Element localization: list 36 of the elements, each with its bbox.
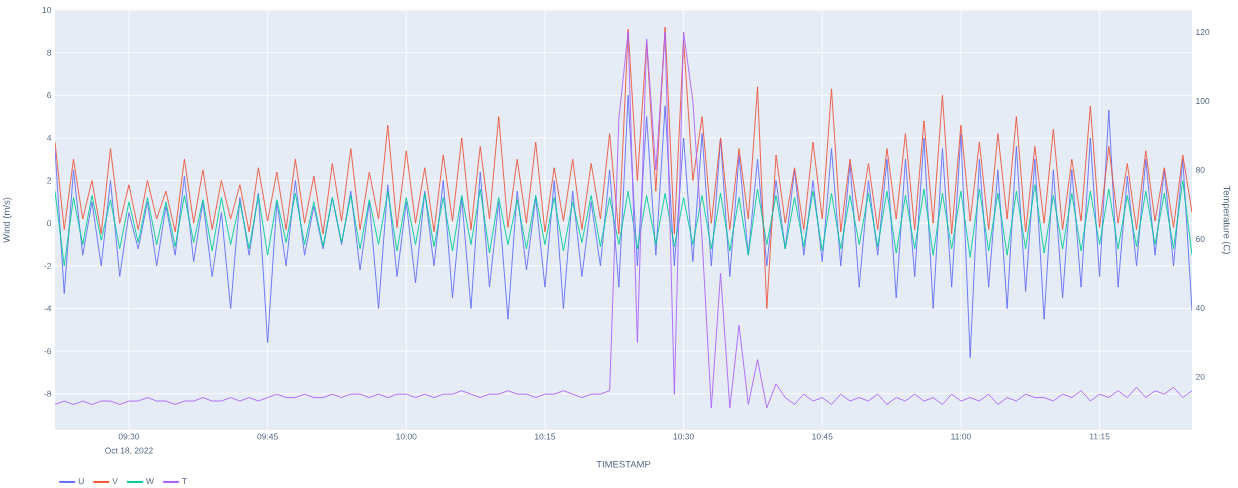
y2-tick-label: 100 xyxy=(1196,98,1210,105)
y-tick-label: 8 xyxy=(47,49,52,56)
y2-tick-label: 20 xyxy=(1195,373,1205,380)
x-tick-label: 10:15 xyxy=(534,433,556,440)
line-series xyxy=(55,31,1193,409)
line-series xyxy=(55,26,1193,309)
y2-tick-label: 80 xyxy=(1195,167,1205,173)
y-tick-label: 4 xyxy=(46,135,52,141)
x-tick-label: 11:00 xyxy=(951,433,971,440)
y-tick-label: -4 xyxy=(44,305,52,312)
y2-tick-label: 60 xyxy=(1195,235,1205,242)
x-tick-label: 10:00 xyxy=(396,433,417,440)
x-tick-label: 10:45 xyxy=(812,433,833,440)
legend-label: V xyxy=(112,478,118,485)
y2-axis-title: Temperature (C) xyxy=(1221,185,1231,254)
x-tick-label: 09:30 xyxy=(118,433,140,440)
line-series xyxy=(55,180,1193,267)
legend-label: T xyxy=(182,478,187,485)
y-axis-title: Wind (m/s) xyxy=(2,197,12,243)
x-tick-label: 10:30 xyxy=(673,433,694,440)
y-tick-label: -8 xyxy=(44,390,52,397)
y-tick-label: 6 xyxy=(47,92,52,99)
y2-tick-label: 120 xyxy=(1196,29,1210,36)
x-tick-label: 11:15 xyxy=(1089,433,1110,440)
x-tick-label: 09:45 xyxy=(257,433,278,440)
y-tick-label: 10 xyxy=(42,7,52,13)
y-tick-label: -2 xyxy=(44,262,52,269)
x-axis-title: TIMESTAMP xyxy=(596,460,651,468)
y-tick-label: 0 xyxy=(47,220,52,227)
y2-tick-label: 40 xyxy=(1195,304,1205,311)
legend-label: W xyxy=(145,478,154,485)
line-series xyxy=(55,94,1193,358)
legend-label: U xyxy=(78,478,84,485)
text: Oct 18, 2022 xyxy=(105,447,153,455)
y-tick-label: -6 xyxy=(44,348,52,355)
y-tick-label: 2 xyxy=(47,177,52,184)
